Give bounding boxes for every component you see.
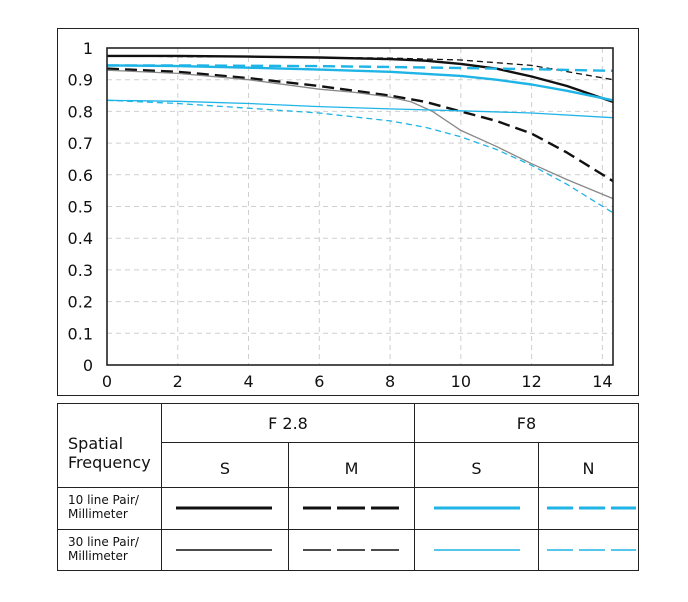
group-header-f8: F8 [516, 414, 537, 433]
y-tick-label: 0.4 [68, 229, 93, 248]
series-line-5 [106, 64, 614, 102]
x-tick-label: 12 [521, 372, 541, 391]
group-header-f28: F 2.8 [268, 414, 308, 433]
mtf-chart-svg: 0 2 4 6 8 10 12 14 0 0.1 0.2 0.3 0.4 0.5 0.6 0.7 0.8 0.9 1 [68, 39, 614, 391]
y-tick-label: 0 [83, 356, 93, 375]
series-line-1 [107, 54, 614, 104]
y-tick-label: 1 [83, 39, 93, 58]
column-header-f8-n: N [582, 459, 595, 478]
row-label-30lp: 30 line Pair/ Millimeter [68, 535, 160, 563]
column-header-f28-s: S [219, 459, 231, 478]
y-tick-label: 0.7 [68, 134, 93, 153]
mtf-chart: 0 2 4 6 8 10 12 14 0 0.1 0.2 0.3 0.4 0.5 0.6 0.7 0.8 0.9 1 [57, 28, 639, 396]
legend-divider [161, 442, 638, 443]
legend-table: Spatial Frequency F 2.8 F8 S M S N 10 li… [57, 403, 639, 571]
x-tick-label: 10 [451, 372, 471, 391]
x-tick-label: 0 [102, 372, 112, 391]
y-tick-label: 0.5 [68, 198, 93, 217]
series-line-2 [106, 67, 614, 183]
y-tick-label: 0.1 [68, 324, 93, 343]
spatial-frequency-label: Spatial Frequency [68, 434, 151, 472]
legend-divider [538, 442, 539, 570]
x-tick-label: 6 [314, 372, 324, 391]
x-tick-label: 14 [592, 372, 612, 391]
plot-area-border [106, 47, 614, 366]
series-line-8 [106, 99, 614, 214]
column-header-f28-m: M [344, 459, 359, 478]
legend-divider [58, 529, 638, 530]
row-label-10lp: 10 line Pair/ Millimeter [68, 493, 160, 521]
row-label-10lp-line1: 10 line Pair/ [68, 493, 139, 507]
column-header-f8-s: S [471, 459, 482, 478]
y-tick-label: 0.2 [68, 293, 93, 312]
legend-divider [58, 487, 638, 488]
row-label-30lp-line1: 30 line Pair/ [68, 535, 139, 549]
x-tick-label: 4 [243, 372, 253, 391]
x-tick-label: 2 [173, 372, 183, 391]
y-tick-label: 0.6 [68, 166, 93, 185]
y-tick-label: 0.3 [68, 261, 93, 280]
y-tick-label: 0.8 [68, 102, 93, 121]
row-label-30lp-line2: Millimeter [68, 549, 128, 563]
series-line-4 [106, 55, 614, 81]
series-line-7 [106, 99, 614, 119]
legend-divider [288, 442, 289, 570]
legend-samples [176, 506, 636, 551]
series-line-6 [107, 64, 614, 72]
legend-row-header: Spatial Frequency [68, 434, 163, 472]
x-tick-label: 8 [385, 372, 395, 391]
y-tick-label: 0.9 [68, 71, 93, 90]
row-label-10lp-line2: Millimeter [68, 507, 128, 521]
series-line-3 [106, 69, 614, 200]
